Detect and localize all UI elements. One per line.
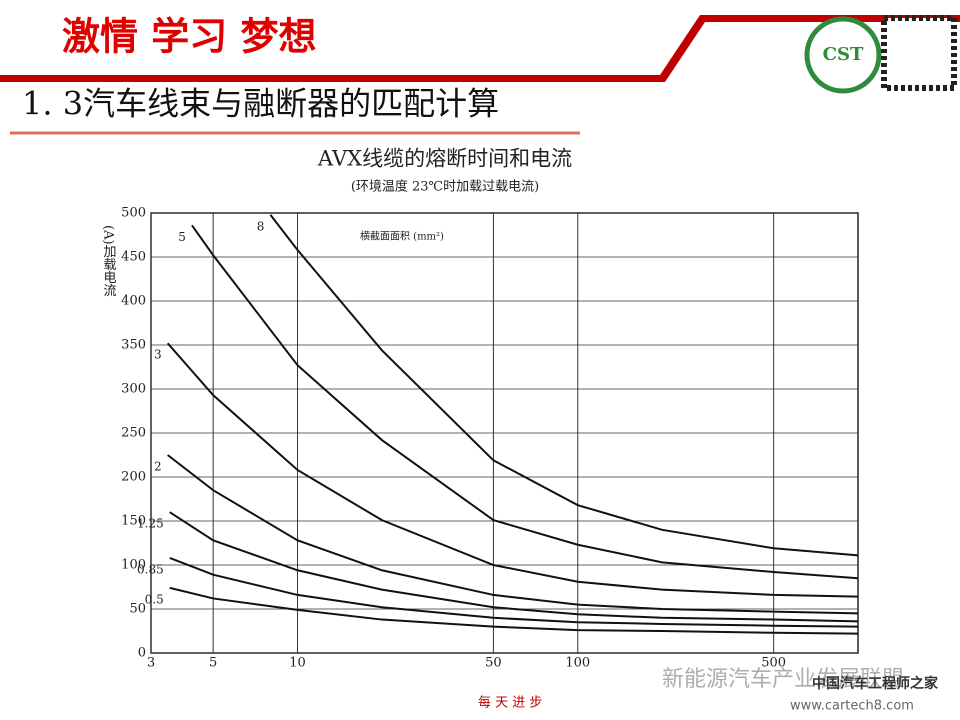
- annotation: 横截面面积 (mm²): [360, 230, 444, 243]
- series-label: 3: [154, 348, 162, 362]
- watermark: 中国汽车工程师之家: [812, 675, 939, 692]
- logo-ring: [804, 16, 882, 94]
- series-label: 8: [257, 219, 265, 233]
- chart-subtitle: (环境温度 23℃时加载过载电流): [351, 179, 539, 195]
- y-tick-label: 350: [121, 338, 146, 353]
- y-tick-label: 100: [121, 558, 146, 573]
- series-label: 0.85: [137, 562, 164, 576]
- series-label: 2: [154, 460, 162, 474]
- curve: [169, 557, 859, 628]
- curve: [169, 586, 859, 635]
- x-tick-label: 5: [209, 656, 217, 671]
- curve: [269, 214, 859, 557]
- logo: CST: [823, 44, 864, 65]
- motto: 激情 学习 梦想: [62, 14, 316, 59]
- header-band: [0, 15, 960, 82]
- y-axis-label: (A)加载电流: [101, 225, 117, 297]
- y-tick-label: 450: [121, 250, 146, 265]
- x-tick-label: 10: [289, 656, 306, 671]
- y-tick-label: 0: [138, 646, 146, 661]
- footer: 每 天 进 步: [478, 695, 542, 711]
- series-label: 1.25: [137, 517, 164, 531]
- series-label: 5: [178, 230, 186, 244]
- y-tick-label: 250: [121, 426, 146, 441]
- x-tick-label: 100: [565, 656, 590, 671]
- y-tick-label: 500: [121, 206, 146, 221]
- curve: [169, 511, 859, 623]
- curve: [167, 454, 859, 615]
- y-tick-label: 300: [121, 382, 146, 397]
- curve: [191, 224, 859, 580]
- curve: [166, 342, 859, 598]
- watermark: www.cartech8.com: [790, 699, 914, 714]
- chart-title: AVX线缆的熔断时间和电流: [317, 147, 572, 171]
- x-tick-label: 3: [147, 656, 155, 671]
- heading: 1. 3汽车线束与融断器的匹配计算: [22, 85, 499, 123]
- series-label: 0.5: [145, 592, 164, 606]
- qr-code: [881, 15, 957, 91]
- x-tick-label: 50: [485, 656, 502, 671]
- watermark: 新能源汽车产业发展联盟: [662, 667, 904, 692]
- y-tick-label: 200: [121, 470, 146, 485]
- y-tick-label: 50: [129, 602, 146, 617]
- x-tick-label: 500: [761, 656, 786, 671]
- y-tick-label: 150: [121, 514, 146, 529]
- y-tick-label: 400: [121, 294, 146, 309]
